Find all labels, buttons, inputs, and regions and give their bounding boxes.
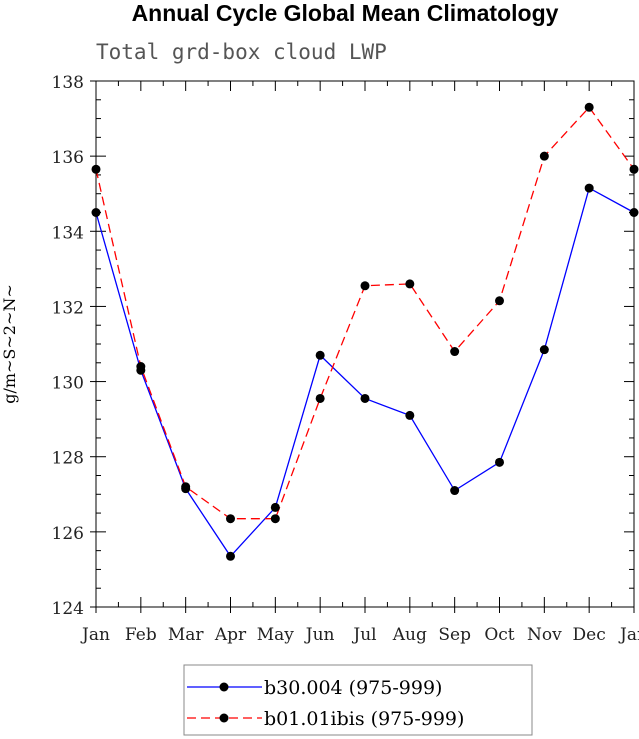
- data-point: [315, 393, 325, 403]
- data-point: [584, 183, 594, 193]
- x-tick-label: Jan: [80, 625, 110, 645]
- data-point: [629, 208, 639, 217]
- y-axis-label: g/m~S~2~N~: [0, 284, 19, 404]
- legend-box: [183, 664, 533, 736]
- x-tick-label: Sep: [438, 625, 471, 645]
- y-tick-label: 130: [52, 374, 84, 394]
- plot-frame: [95, 80, 635, 608]
- data-point: [226, 551, 235, 561]
- axis-ticks: Jan Feb Mar Apr May Jun Jul Aug Sep Oct Nov Dec Jan 1…: [52, 73, 639, 645]
- legend-swatch-marker: [219, 682, 229, 692]
- data-point: [270, 514, 280, 524]
- chart-subtitle: Total grd-box cloud LWP: [96, 40, 387, 64]
- series-line: [95, 187, 635, 558]
- x-tick-label: Jun: [304, 625, 335, 645]
- data-point: [584, 102, 594, 112]
- y-tick-label: 136: [52, 148, 84, 168]
- x-tick-label: Feb: [125, 625, 157, 645]
- data-point: [270, 502, 280, 512]
- x-tick-label: Nov: [527, 625, 562, 645]
- legend-label: b01.01ibis (975-999): [264, 708, 464, 730]
- x-tick-label: Dec: [573, 625, 606, 645]
- data-point: [450, 347, 460, 357]
- data-point: [91, 164, 101, 174]
- x-tick-label: Apr: [214, 625, 247, 645]
- x-tick-label: Mar: [168, 625, 205, 645]
- data-point: [495, 457, 504, 467]
- data-point: [405, 279, 415, 289]
- x-tick-label: Jan: [618, 625, 639, 645]
- series-line: [95, 106, 635, 520]
- data-point: [539, 345, 549, 355]
- data-point: [450, 486, 460, 496]
- x-tick-label: Jul: [351, 625, 376, 645]
- data-point: [181, 482, 191, 492]
- y-tick-label: 134: [52, 223, 84, 243]
- x-tick-label: Aug: [392, 625, 427, 645]
- legend-label: b30.004 (975-999): [264, 677, 442, 699]
- chart-title: Annual Cycle Global Mean Climatology: [132, 0, 559, 26]
- series-layer: [91, 102, 639, 561]
- data-point: [360, 281, 370, 291]
- data-point: [315, 350, 325, 360]
- data-point: [629, 164, 639, 174]
- data-point: [91, 208, 101, 217]
- data-point: [539, 151, 549, 161]
- data-point: [136, 362, 146, 372]
- x-tick-label: Oct: [484, 625, 514, 645]
- legend-swatch-marker: [219, 713, 229, 723]
- y-tick-label: 132: [52, 298, 84, 318]
- data-point: [495, 296, 504, 306]
- x-tick-label: May: [257, 625, 295, 645]
- legend: b30.004 (975-999) b01.01ibis (975-999): [187, 677, 464, 730]
- y-tick-label: 124: [52, 599, 84, 619]
- data-point: [405, 410, 415, 420]
- y-tick-label: 126: [52, 524, 84, 544]
- data-point: [226, 514, 235, 524]
- y-tick-label: 128: [52, 449, 84, 469]
- data-point: [360, 393, 370, 403]
- y-tick-label: 138: [52, 73, 84, 93]
